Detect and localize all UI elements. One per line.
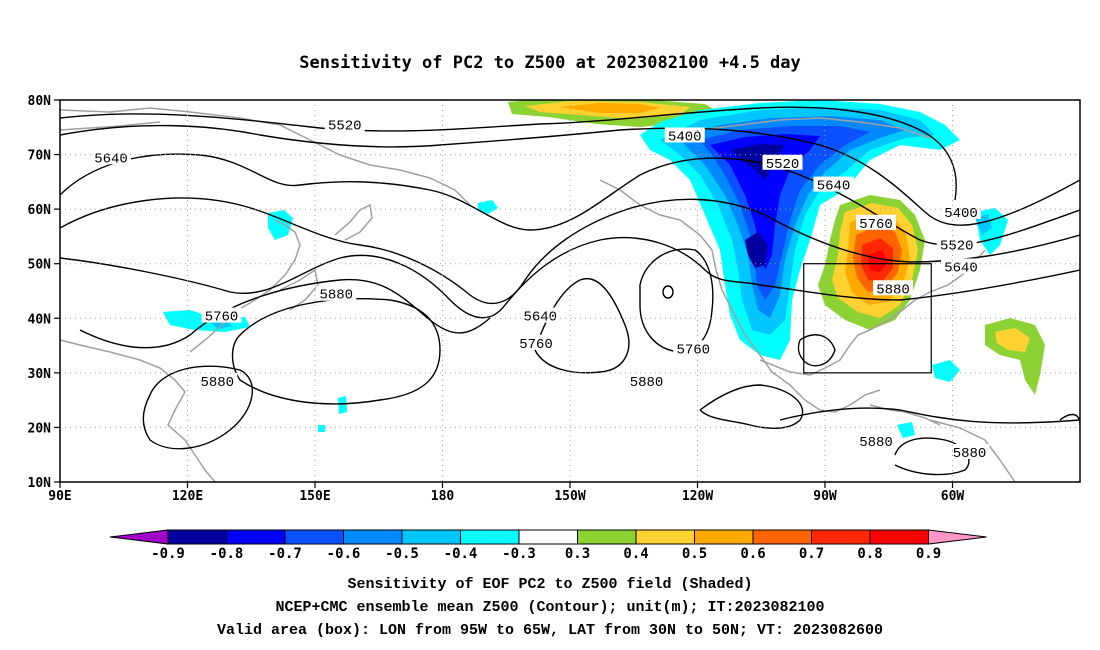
contour-label-bg: [91, 149, 131, 165]
caption-line-2: NCEP+CMC ensemble mean Z500 (Contour); u…: [275, 599, 824, 616]
map-title: Sensitivity of PC2 to Z500 at 2023082100…: [299, 53, 801, 73]
lon-tick-label: 90E: [48, 489, 71, 504]
colorbar-box: [752, 529, 812, 545]
contour-labels: 5400 5520 5640 5760 5880 5520 5640 5760 5880 5880…: [91, 116, 990, 462]
contour-label-bg: [941, 258, 981, 274]
colorbar-box: [460, 529, 520, 545]
contour-label: 5400: [668, 129, 702, 145]
colorbar-box: [343, 529, 403, 545]
contour-label-bg: [516, 334, 556, 350]
colorbar-box: [284, 529, 344, 545]
colorbar-label: -0.6: [327, 546, 361, 562]
lat-tick-label: 50N: [28, 258, 52, 273]
contour-label-bg: [520, 307, 561, 323]
colorbar-label: 0.7: [799, 546, 824, 562]
lon-tick-label: 90W: [813, 489, 837, 504]
colorbar-arrow-left: [109, 529, 169, 545]
colorbar-arrow-right: [928, 529, 987, 545]
colorbar-box: [518, 529, 578, 545]
contour-label: 5880: [200, 375, 234, 391]
caption-line-1: Sensitivity of EOF PC2 to Z500 field (Sh…: [347, 576, 752, 593]
contour-label: 5400: [944, 206, 978, 222]
colorbar-box: [577, 529, 637, 545]
colorbar-box: [869, 529, 929, 545]
contour-label: 5760: [205, 310, 239, 326]
lon-tick-label: 150W: [554, 489, 585, 504]
colorbar-box: [401, 529, 461, 545]
colorbar-label: 0.9: [916, 546, 941, 562]
contour-label: 5520: [766, 157, 800, 173]
lat-tick-label: 20N: [28, 421, 52, 436]
contour-label-bg: [941, 203, 981, 219]
z500-contours: [60, 106, 1080, 476]
contour-label: 5640: [523, 310, 557, 326]
contour-label: 5640: [944, 260, 978, 276]
contour-label-bg: [873, 280, 913, 296]
colorbar-label: -0.8: [210, 546, 244, 562]
contour-label-bg: [936, 236, 977, 252]
contour-label-bg: [324, 116, 365, 132]
contour-label: 5760: [519, 337, 553, 353]
lon-tick-label: 120W: [682, 489, 713, 504]
lat-tick-label: 80N: [28, 94, 52, 109]
colorbar-label: -0.7: [268, 546, 302, 562]
colorbar: -0.9 -0.8 -0.7 -0.6 -0.5 -0.4 -0.3 0.3 0.4 0.5 0.6…: [109, 529, 987, 562]
colorbar-label: 0.8: [857, 546, 882, 562]
contour-label-bg: [856, 433, 896, 449]
lon-tick-label: 150E: [299, 489, 330, 504]
latitude-axis: 80N 70N 60N 50N 40N 30N 20N 10N: [28, 94, 60, 491]
graticule: [60, 100, 1080, 482]
coastlines: [60, 107, 1016, 482]
contour-label-bg: [664, 127, 705, 143]
contour-label: 5640: [817, 179, 851, 195]
colorbar-box: [635, 529, 695, 545]
colorbar-box: [811, 529, 871, 545]
contour-label-bg: [813, 176, 854, 192]
contour-label: 5880: [953, 446, 987, 462]
lat-tick-label: 30N: [28, 367, 52, 382]
contour-label-bg: [201, 307, 242, 323]
colorbar-box: [694, 529, 754, 545]
contour-label: 5880: [859, 435, 893, 451]
contour-label: 5760: [676, 342, 710, 358]
contour-label-bg: [762, 154, 803, 170]
colorbar-label: 0.6: [740, 546, 765, 562]
lon-tick-label: 180: [431, 489, 455, 504]
colorbar-label: 0.3: [565, 546, 590, 562]
colorbar-box: [226, 529, 286, 545]
contour-label-bg: [316, 285, 357, 301]
colorbar-label: -0.3: [502, 546, 536, 562]
contour-label: 5520: [940, 239, 974, 255]
longitude-axis: 90E 120E 150E 180 150W 120W 90W 60W: [48, 482, 964, 504]
contour-label: 5880: [319, 288, 353, 304]
contour-label: 5520: [328, 119, 362, 135]
lon-tick-label: 60W: [941, 489, 965, 504]
contour-label-bg: [626, 373, 667, 389]
contour-label: 5880: [630, 375, 664, 391]
lat-tick-label: 70N: [28, 149, 52, 164]
contour-label: 5880: [876, 282, 910, 298]
contour-label: 5760: [859, 217, 893, 233]
contour-label-bg: [673, 340, 714, 356]
colorbar-label: 0.4: [623, 546, 648, 562]
valid-area-box: [803, 263, 932, 374]
lat-tick-label: 10N: [28, 476, 52, 491]
contour-label-bg: [856, 214, 896, 230]
contour-label: 5640: [94, 151, 128, 167]
colorbar-box: [167, 529, 227, 545]
caption-line-3: Valid area (box): LON from 95W to 65W, L…: [217, 622, 883, 639]
lat-tick-label: 60N: [28, 203, 52, 218]
colorbar-label: -0.4: [444, 546, 478, 562]
contour-label-bg: [197, 373, 238, 389]
colorbar-label: -0.9: [151, 546, 185, 562]
colorbar-label: -0.5: [385, 546, 419, 562]
contour-label-bg: [949, 443, 990, 459]
lat-tick-label: 40N: [28, 312, 52, 327]
sensitivity-shading: [163, 100, 1045, 438]
colorbar-label: 0.5: [682, 546, 707, 562]
lon-tick-label: 120E: [172, 489, 203, 504]
